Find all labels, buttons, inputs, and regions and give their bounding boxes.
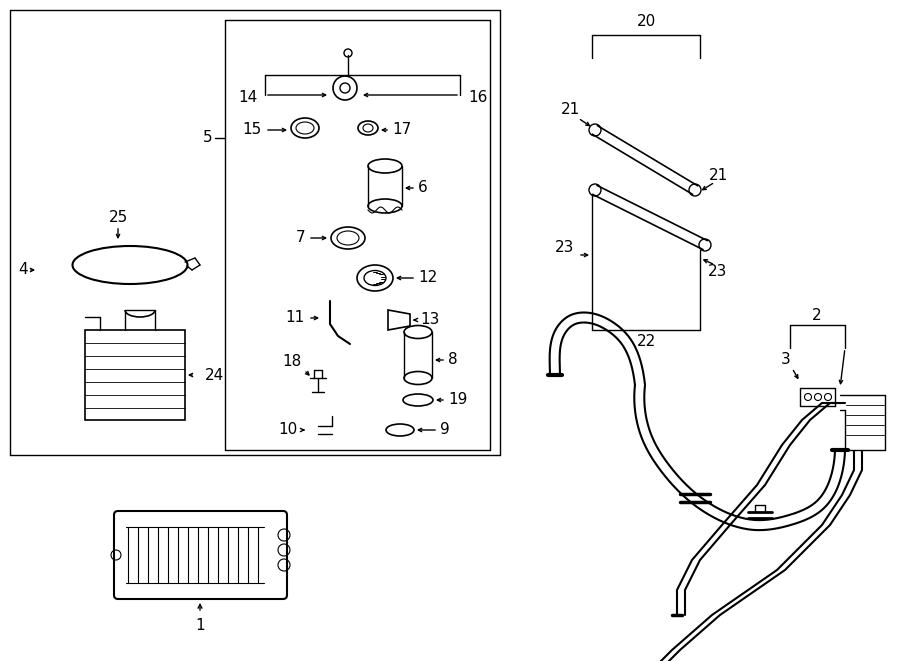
Text: 16: 16 <box>468 91 488 106</box>
Text: 23: 23 <box>708 264 728 280</box>
Text: 19: 19 <box>448 393 467 407</box>
Text: 18: 18 <box>283 354 302 369</box>
Text: 1: 1 <box>195 617 205 633</box>
Text: 9: 9 <box>440 422 450 438</box>
Text: 2: 2 <box>812 307 822 323</box>
Text: 15: 15 <box>243 122 262 137</box>
Text: 14: 14 <box>238 91 258 106</box>
Text: 22: 22 <box>636 334 655 350</box>
Text: 7: 7 <box>295 231 305 245</box>
Text: 4: 4 <box>18 262 28 278</box>
Text: 6: 6 <box>418 180 428 196</box>
Text: 23: 23 <box>555 241 575 256</box>
Text: 25: 25 <box>108 210 128 225</box>
Text: 8: 8 <box>448 352 457 368</box>
Text: 3: 3 <box>781 352 791 368</box>
Text: 21: 21 <box>708 167 727 182</box>
Text: 10: 10 <box>279 422 298 438</box>
Text: 17: 17 <box>392 122 411 137</box>
Text: 24: 24 <box>205 368 224 383</box>
Text: 20: 20 <box>636 15 655 30</box>
Text: 5: 5 <box>203 130 213 145</box>
Text: 13: 13 <box>420 313 439 327</box>
Text: 21: 21 <box>561 102 580 118</box>
Text: 12: 12 <box>418 270 437 286</box>
Text: 11: 11 <box>286 311 305 325</box>
